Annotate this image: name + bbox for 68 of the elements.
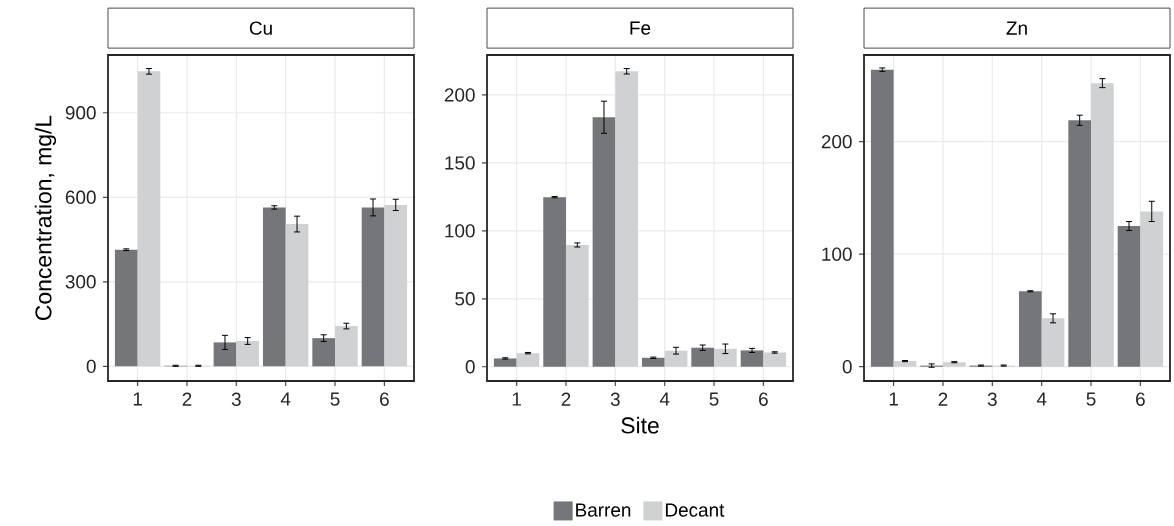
y-tick-label: 150 <box>445 156 475 170</box>
x-tick-label: 3 <box>610 392 620 406</box>
chart-title: Fe <box>630 21 651 35</box>
bar <box>1117 226 1141 367</box>
bar <box>137 71 161 367</box>
y-tick-label: 100 <box>822 247 852 261</box>
bar <box>714 348 737 367</box>
x-tick-label: 3 <box>987 392 997 406</box>
legend-label: Decant <box>665 503 725 517</box>
bar <box>312 338 336 367</box>
bar <box>361 207 385 367</box>
bar <box>236 340 260 367</box>
x-tick-label: 5 <box>330 392 340 406</box>
bar <box>213 342 237 367</box>
x-axis-title: Site <box>621 416 659 434</box>
x-tick-label: 5 <box>709 392 719 406</box>
bar <box>893 361 917 367</box>
x-tick-label: 2 <box>182 392 192 406</box>
bar <box>1091 83 1114 367</box>
x-tick-label: 6 <box>1136 392 1145 406</box>
y-tick-label: 0 <box>465 360 475 374</box>
legend-label: Barren <box>576 503 631 517</box>
bar <box>262 207 286 367</box>
x-tick-label: 1 <box>512 392 521 406</box>
y-tick-label: 0 <box>86 359 96 374</box>
x-tick-label: 4 <box>280 392 291 406</box>
bar <box>615 71 639 367</box>
y-tick-label: 300 <box>65 275 96 289</box>
bar <box>641 357 665 367</box>
x-tick-label: 1 <box>133 392 142 406</box>
y-tick-label: 50 <box>455 292 475 306</box>
x-tick-label: 4 <box>659 392 670 406</box>
bar <box>565 244 589 367</box>
bar <box>516 353 540 367</box>
chart-title: Cu <box>249 21 272 35</box>
bar <box>740 350 764 367</box>
x-tick-label: 2 <box>938 392 948 406</box>
x-tick-label: 6 <box>380 392 389 406</box>
x-tick-label: 3 <box>231 392 241 406</box>
bar <box>1041 318 1065 367</box>
bar <box>1018 291 1042 367</box>
y-tick-label: 600 <box>65 190 96 204</box>
bar <box>114 249 138 367</box>
y-axis-title: Concentration, mg/L <box>34 115 57 321</box>
bar <box>335 326 358 367</box>
chart-title: Zn <box>1006 21 1027 35</box>
x-tick-label: 1 <box>889 392 898 406</box>
y-tick-label: 200 <box>444 88 475 102</box>
bar <box>384 204 408 367</box>
bar <box>493 358 517 367</box>
bar <box>285 224 309 367</box>
bar <box>1140 211 1164 367</box>
bar <box>763 352 787 367</box>
x-tick-label: 5 <box>1086 392 1096 406</box>
bar <box>942 362 966 367</box>
bar <box>592 117 616 367</box>
y-tick-label: 900 <box>65 106 96 120</box>
bar <box>1068 120 1092 367</box>
y-tick-label: 100 <box>445 224 475 238</box>
y-tick-label: 0 <box>842 360 852 374</box>
y-tick-label: 200 <box>821 134 852 149</box>
bar <box>543 197 566 367</box>
x-tick-label: 4 <box>1036 392 1047 406</box>
bar <box>691 347 715 367</box>
bar <box>664 350 688 367</box>
bar <box>870 69 894 367</box>
x-tick-label: 6 <box>759 392 768 406</box>
x-tick-label: 2 <box>561 392 571 406</box>
